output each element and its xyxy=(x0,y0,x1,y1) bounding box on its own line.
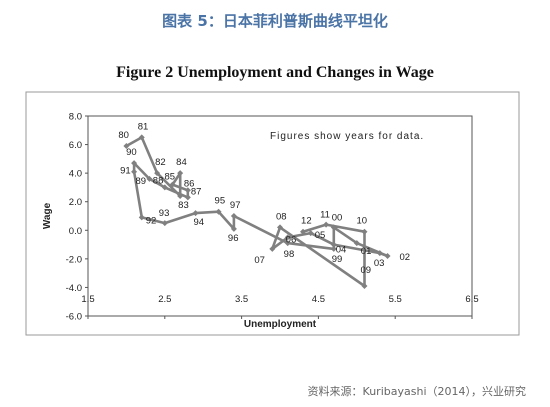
year-label: 12 xyxy=(301,216,312,227)
data-point-marker xyxy=(284,240,291,247)
chart-title: Figure 2 Unemployment and Changes in Wag… xyxy=(116,64,434,81)
year-label: 06 xyxy=(286,234,297,245)
year-label: 81 xyxy=(138,121,149,132)
data-point-marker xyxy=(123,143,130,149)
data-point-marker xyxy=(230,225,237,232)
x-tick-label: 2.5 xyxy=(158,294,171,305)
year-label: 93 xyxy=(159,208,170,219)
data-point-marker xyxy=(330,224,337,231)
year-label: 87 xyxy=(191,186,202,197)
data-point-marker xyxy=(169,181,176,188)
y-tick-label: 6.0 xyxy=(69,140,82,151)
year-label: 80 xyxy=(118,130,129,141)
year-label: 03 xyxy=(374,258,385,269)
x-tick-label: 3.5 xyxy=(235,294,248,305)
x-tick-label: 6.5 xyxy=(465,294,478,305)
data-point-marker xyxy=(138,134,145,141)
data-point-marker xyxy=(138,214,145,221)
y-axis-label: Wage xyxy=(42,202,53,229)
data-point-marker xyxy=(284,234,291,241)
year-label: 92 xyxy=(146,215,157,226)
data-point-marker xyxy=(177,193,184,199)
year-label: 07 xyxy=(254,255,265,266)
data-point-marker xyxy=(269,245,276,252)
y-tick-label: 8.0 xyxy=(69,112,82,123)
year-label: 94 xyxy=(194,217,205,228)
y-tick-label: -2.0 xyxy=(66,254,82,265)
year-label: 90 xyxy=(126,147,137,158)
data-point-marker xyxy=(330,245,337,252)
year-label: 99 xyxy=(332,254,343,265)
data-point-marker xyxy=(307,230,314,237)
year-label: 11 xyxy=(320,210,330,221)
y-tick-label: 0.0 xyxy=(69,226,82,237)
data-point-marker xyxy=(131,168,138,175)
year-label: 02 xyxy=(400,252,411,263)
figure-caption: 图表 5：日本菲利普斯曲线平坦化 xyxy=(162,12,388,30)
data-point-marker xyxy=(215,208,222,215)
year-label: 89 xyxy=(135,176,146,187)
y-tick-label: 2.0 xyxy=(69,197,82,208)
x-tick-label: 4.5 xyxy=(312,294,325,305)
chart-note: Figures show years for data. xyxy=(270,131,424,142)
year-label: 83 xyxy=(178,200,189,211)
data-point-marker xyxy=(177,170,184,177)
year-label: 10 xyxy=(356,216,367,227)
year-label: 84 xyxy=(176,157,187,168)
y-tick-label: 4.0 xyxy=(69,169,82,180)
year-label: 08 xyxy=(276,211,287,222)
year-label: 86 xyxy=(184,178,195,189)
x-tick-label: 1.5 xyxy=(81,294,94,305)
data-point-marker xyxy=(361,283,368,289)
year-label: 09 xyxy=(360,265,371,276)
x-tick-label: 5.5 xyxy=(389,294,402,305)
year-label: 05 xyxy=(315,230,326,241)
x-axis-label: Unemployment xyxy=(244,319,317,330)
year-label: 88 xyxy=(153,175,164,186)
source-note: 资料来源：Kuribayashi（2014），兴业研究 xyxy=(307,385,526,398)
data-point-marker xyxy=(192,210,199,217)
data-point-marker xyxy=(300,228,307,235)
y-tick-label: -4.0 xyxy=(66,283,82,294)
year-label: 98 xyxy=(284,249,295,260)
data-point-marker xyxy=(376,250,383,257)
y-tick-label: -6.0 xyxy=(66,312,82,323)
data-point-marker xyxy=(330,241,337,248)
year-label: 91 xyxy=(120,166,131,177)
year-label: 00 xyxy=(332,212,343,223)
data-point-marker xyxy=(323,221,330,228)
year-label: 04 xyxy=(336,245,347,256)
year-label: 82 xyxy=(155,157,166,168)
data-point-marker xyxy=(353,240,360,247)
year-label: 01 xyxy=(361,246,372,257)
year-label: 97 xyxy=(230,200,241,211)
data-point-marker xyxy=(277,224,283,231)
data-point-marker xyxy=(161,184,168,191)
data-point-marker xyxy=(161,220,168,227)
chart-frame xyxy=(25,91,520,336)
year-label: 95 xyxy=(215,196,226,207)
data-point-marker xyxy=(361,228,368,235)
data-point-marker xyxy=(154,170,161,177)
data-point-marker xyxy=(146,175,153,182)
data-point-marker xyxy=(184,194,191,201)
data-point-marker xyxy=(184,187,191,194)
plot-area xyxy=(87,115,473,317)
data-point-marker xyxy=(131,160,138,167)
year-label: 85 xyxy=(164,172,175,183)
data-point-marker xyxy=(384,253,391,259)
year-label: 96 xyxy=(228,233,239,244)
data-point-marker xyxy=(230,213,237,219)
